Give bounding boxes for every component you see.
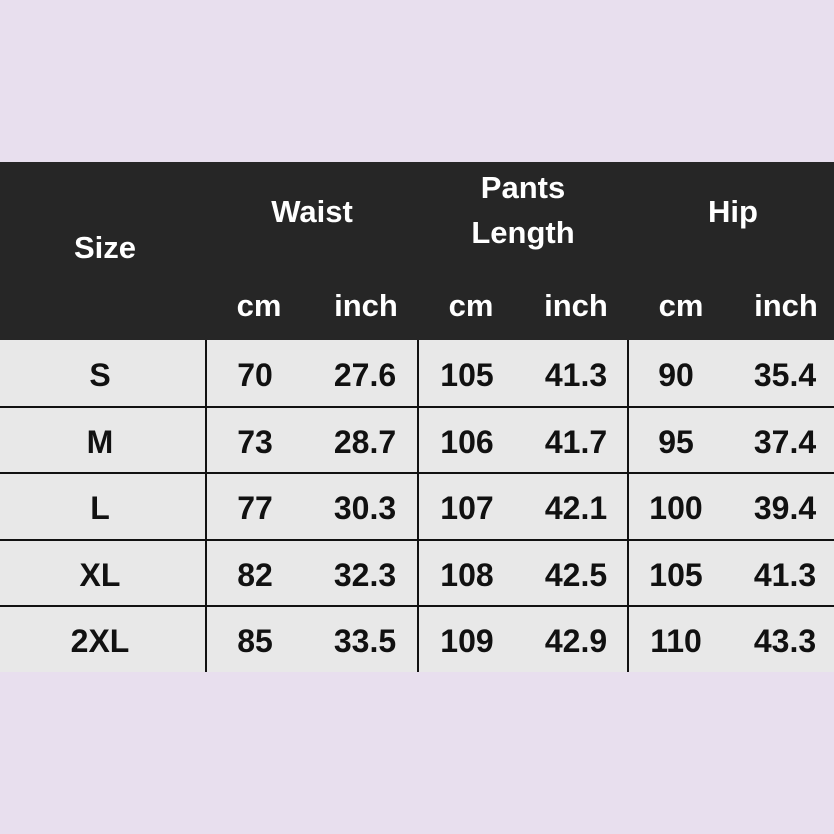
value-cell: 30.3 <box>333 490 397 526</box>
table-row: S 70 27.6 105 41.3 90 35.4 <box>0 340 834 407</box>
unit-header: cm <box>236 288 282 323</box>
unit-header: cm <box>448 288 494 323</box>
value-cell: 77 <box>237 490 273 526</box>
size-cell: S <box>89 357 111 393</box>
header-size: Size <box>73 230 137 265</box>
value-cell: 109 <box>440 623 494 659</box>
value-cell: 105 <box>649 556 703 593</box>
size-cell: L <box>90 490 110 526</box>
value-cell: 70 <box>237 357 273 393</box>
value-cell: 105 <box>440 357 494 393</box>
size-cell: 2XL <box>70 623 130 659</box>
unit-header: cm <box>658 288 704 323</box>
value-cell: 33.5 <box>333 623 397 659</box>
size-cell: M <box>86 423 114 460</box>
column-divider <box>627 340 629 672</box>
column-divider <box>205 340 207 672</box>
table-row: XL 82 32.3 108 42.5 105 41.3 <box>0 540 834 607</box>
table-row: 2XL 85 33.5 109 42.9 110 43.3 <box>0 606 834 673</box>
value-cell: 110 <box>650 623 702 659</box>
value-cell: 90 <box>658 357 694 393</box>
value-cell: 32.3 <box>333 556 397 593</box>
value-cell: 42.5 <box>544 556 608 593</box>
value-cell: 28.7 <box>333 423 397 460</box>
unit-header: inch <box>544 288 608 323</box>
value-cell: 85 <box>237 623 273 659</box>
value-cell: 108 <box>440 556 494 593</box>
value-cell: 41.3 <box>753 556 817 593</box>
value-cell: 106 <box>440 423 494 460</box>
value-cell: 43.3 <box>753 623 817 659</box>
value-cell: 100 <box>649 490 703 526</box>
header-pants-length-1: Pants <box>480 170 566 205</box>
header-pants-length-2: Length <box>471 215 575 250</box>
value-cell: 95 <box>658 423 694 460</box>
size-cell: XL <box>79 556 121 593</box>
column-divider <box>417 340 419 672</box>
value-cell: 39.4 <box>753 490 817 526</box>
header-hip: Hip <box>708 194 758 229</box>
value-cell: 82 <box>237 556 273 593</box>
value-cell: 42.9 <box>544 623 608 659</box>
value-cell: 42.1 <box>544 490 608 526</box>
table-row: L 77 30.3 107 42.1 100 39.4 <box>0 473 834 540</box>
value-cell: 41.3 <box>544 357 608 393</box>
value-cell: 107 <box>440 490 494 526</box>
value-cell: 27.6 <box>333 357 397 393</box>
table-header: Size Waist Pants Length Hip cm inch cm i… <box>0 162 834 340</box>
value-cell: 35.4 <box>753 357 817 393</box>
table-row: M 73 28.7 106 41.7 95 37.4 <box>0 407 834 474</box>
value-cell: 73 <box>237 423 273 460</box>
header-waist: Waist <box>271 194 353 229</box>
unit-header: inch <box>334 288 398 323</box>
value-cell: 41.7 <box>544 423 608 460</box>
unit-header: inch <box>754 288 818 323</box>
value-cell: 37.4 <box>753 423 817 460</box>
